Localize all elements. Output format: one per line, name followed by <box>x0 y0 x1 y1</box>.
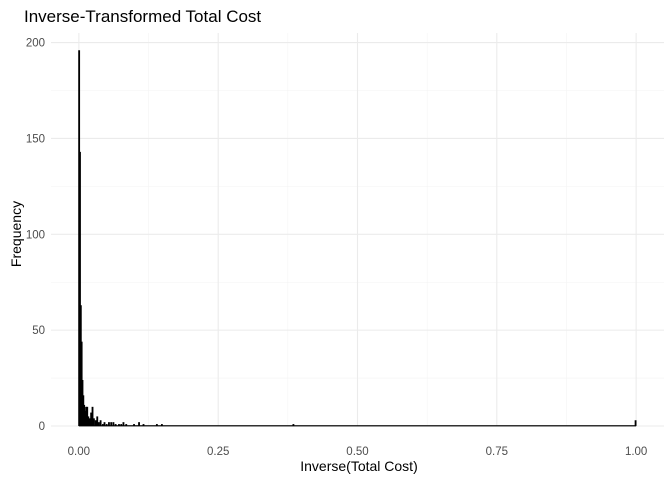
histogram-bar <box>86 406 89 426</box>
histogram-bar <box>122 422 125 426</box>
histogram-bar <box>91 406 94 426</box>
histogram-bar <box>160 424 163 426</box>
histogram-bar <box>85 406 88 426</box>
y-tick-label: 100 <box>26 229 45 241</box>
histogram-bar <box>110 422 113 426</box>
x-tick-label: 0.75 <box>486 446 508 458</box>
histogram-bar <box>292 424 295 426</box>
x-axis-label: Inverse(Total Cost) <box>300 458 417 474</box>
y-tick-label: 150 <box>26 133 45 145</box>
histogram-bar <box>118 424 120 426</box>
histogram-bar <box>125 424 128 426</box>
x-tick-label: 0.00 <box>68 446 90 458</box>
histogram-bar <box>90 412 93 426</box>
histogram-bar <box>79 151 81 427</box>
histogram-bar <box>108 422 110 426</box>
x-tick-label: 0.50 <box>346 446 368 458</box>
y-axis-ticks: 0 50 100 150 200 <box>26 38 45 433</box>
x-tick-label: 0.25 <box>207 446 229 458</box>
histogram-bar <box>114 424 117 426</box>
histogram-baseline <box>78 425 637 427</box>
histogram-bar <box>101 424 104 426</box>
y-tick-label: 0 <box>39 421 45 433</box>
histogram-bar <box>99 420 102 426</box>
histogram-bar <box>88 418 91 426</box>
histogram-bar <box>96 416 99 426</box>
y-axis-label: Frequency <box>8 201 24 267</box>
x-tick-label: 1.00 <box>625 446 647 458</box>
histogram-bar <box>155 424 158 426</box>
histogram-bar <box>112 422 115 426</box>
histogram-bar <box>98 422 100 426</box>
histogram-bar <box>120 424 123 426</box>
histogram-bar <box>87 416 90 426</box>
histogram-bar <box>138 422 140 426</box>
histogram-bar <box>634 420 637 426</box>
x-axis-ticks: 0.00 0.25 0.50 0.75 1.00 <box>68 446 648 458</box>
y-tick-label: 200 <box>26 38 45 50</box>
y-tick-label: 50 <box>32 325 45 337</box>
histogram-bar <box>142 424 145 426</box>
histogram-bar <box>94 420 97 426</box>
histogram-bar <box>84 410 86 426</box>
histogram-bars <box>78 50 637 427</box>
histogram-bar <box>92 418 95 426</box>
chart-title: Inverse-Transformed Total Cost <box>24 7 261 26</box>
histogram-bar <box>133 424 135 426</box>
histogram-bar <box>105 424 108 426</box>
histogram-bar <box>103 422 106 426</box>
